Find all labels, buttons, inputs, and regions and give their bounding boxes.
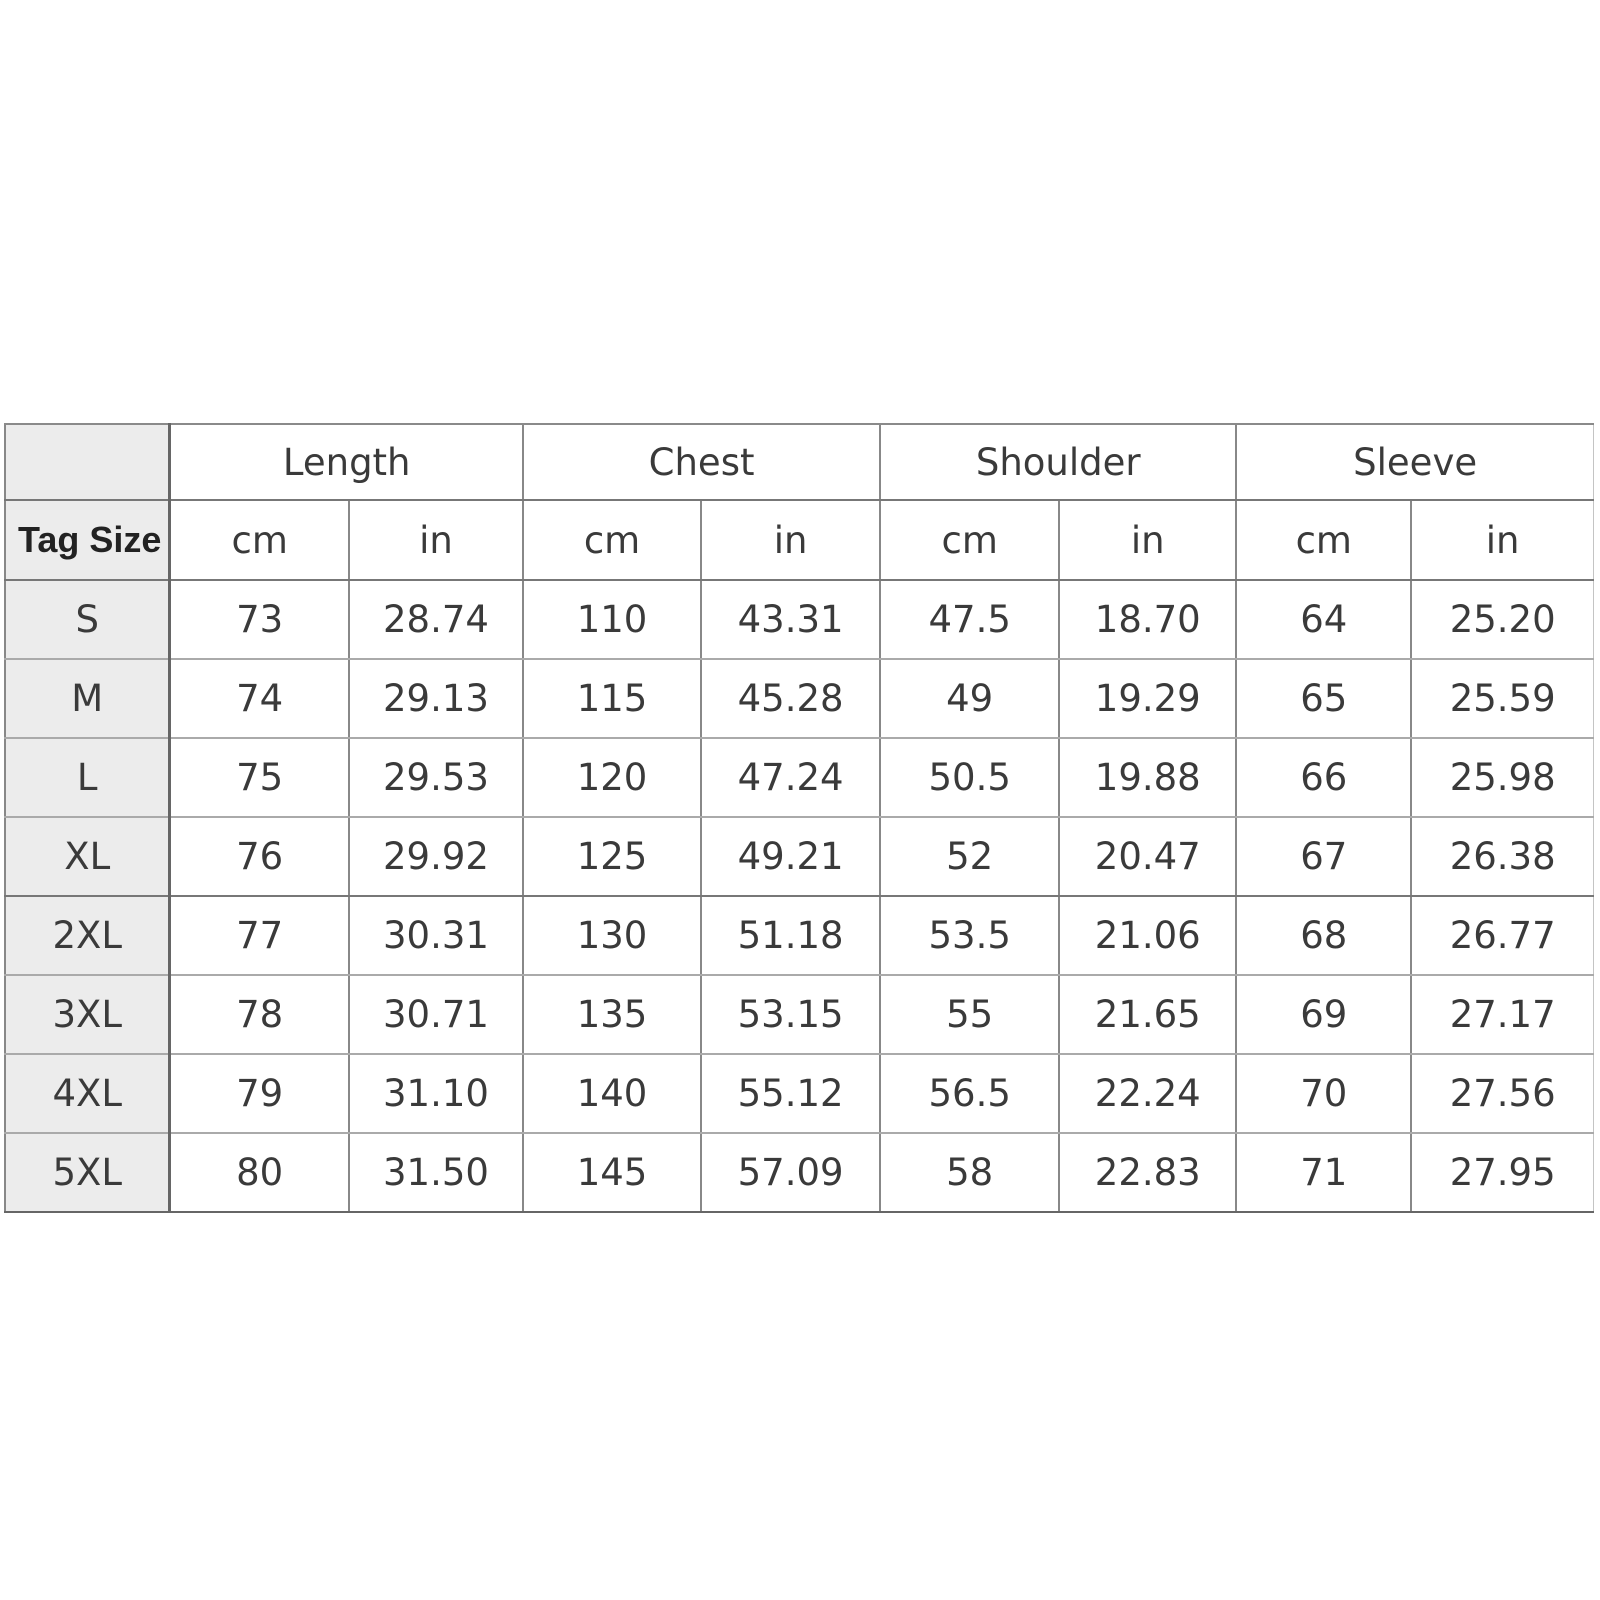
unit-header-cm: cm	[1235, 499, 1412, 581]
value-cell-chest-in: 49.21	[700, 816, 881, 897]
value-cell-sleeve-cm: 65	[1235, 658, 1412, 739]
value-cell-shoulder-in: 19.29	[1058, 658, 1237, 739]
value-cell-shoulder-cm: 53.5	[879, 895, 1060, 976]
value-cell-shoulder-in: 21.65	[1058, 974, 1237, 1055]
value-cell-sleeve-in: 25.98	[1410, 737, 1595, 818]
value-cell-chest-cm: 120	[521, 737, 702, 818]
unit-header-cm: cm	[521, 499, 702, 581]
value-cell-length-in: 30.31	[347, 895, 524, 976]
value-cell-chest-in: 45.28	[700, 658, 881, 739]
value-cell-chest-in: 51.18	[700, 895, 881, 976]
value-cell-sleeve-cm: 68	[1235, 895, 1412, 976]
value-cell-shoulder-cm: 50.5	[879, 737, 1060, 818]
value-cell-chest-in: 57.09	[700, 1132, 881, 1213]
value-cell-sleeve-cm: 69	[1235, 974, 1412, 1055]
value-cell-chest-cm: 135	[521, 974, 702, 1055]
table-row: XL 76 29.92 125 49.21 52 20.47 67 26.38	[4, 816, 1595, 897]
size-label: 2XL	[4, 895, 172, 976]
value-cell-length-in: 31.50	[347, 1132, 524, 1213]
unit-header-in: in	[1410, 499, 1595, 581]
value-cell-length-cm: 76	[168, 816, 350, 897]
value-cell-sleeve-in: 27.17	[1410, 974, 1595, 1055]
value-cell-shoulder-cm: 49	[879, 658, 1060, 739]
value-cell-length-cm: 73	[168, 579, 350, 660]
table-row: 3XL 78 30.71 135 53.15 55 21.65 69 27.17	[4, 974, 1595, 1055]
size-label: 4XL	[4, 1053, 172, 1134]
table-row: S 73 28.74 110 43.31 47.5 18.70 64 25.20	[4, 579, 1595, 660]
value-cell-sleeve-in: 27.56	[1410, 1053, 1595, 1134]
value-cell-length-cm: 77	[168, 895, 350, 976]
value-cell-sleeve-cm: 67	[1235, 816, 1412, 897]
value-cell-length-cm: 80	[168, 1132, 350, 1213]
value-cell-shoulder-cm: 58	[879, 1132, 1060, 1213]
table-row: 5XL 80 31.50 145 57.09 58 22.83 71 27.95	[4, 1132, 1595, 1213]
value-cell-shoulder-in: 22.24	[1058, 1053, 1237, 1134]
value-cell-sleeve-in: 25.59	[1410, 658, 1595, 739]
value-cell-length-cm: 74	[168, 658, 350, 739]
value-cell-chest-cm: 110	[521, 579, 702, 660]
value-cell-shoulder-in: 20.47	[1058, 816, 1237, 897]
size-label: 3XL	[4, 974, 172, 1055]
value-cell-length-cm: 75	[168, 737, 350, 818]
value-cell-chest-cm: 115	[521, 658, 702, 739]
value-cell-sleeve-cm: 71	[1235, 1132, 1412, 1213]
value-cell-shoulder-cm: 52	[879, 816, 1060, 897]
value-cell-shoulder-cm: 56.5	[879, 1053, 1060, 1134]
tag-size-header: Tag Size	[4, 499, 172, 581]
unit-header-cm: cm	[168, 499, 350, 581]
table-row: L 75 29.53 120 47.24 50.5 19.88 66 25.98	[4, 737, 1595, 818]
value-cell-sleeve-cm: 66	[1235, 737, 1412, 818]
group-header-length: Length	[168, 423, 524, 501]
value-cell-length-in: 28.74	[347, 579, 524, 660]
value-cell-length-cm: 78	[168, 974, 350, 1055]
value-cell-sleeve-in: 27.95	[1410, 1132, 1595, 1213]
value-cell-chest-in: 53.15	[700, 974, 881, 1055]
value-cell-sleeve-cm: 70	[1235, 1053, 1412, 1134]
unit-header-row: Tag Size cm in cm in cm in cm in	[4, 499, 1595, 581]
size-label: S	[4, 579, 172, 660]
value-cell-shoulder-in: 22.83	[1058, 1132, 1237, 1213]
size-label: M	[4, 658, 172, 739]
value-cell-shoulder-cm: 55	[879, 974, 1060, 1055]
unit-header-cm: cm	[879, 499, 1060, 581]
value-cell-sleeve-cm: 64	[1235, 579, 1412, 660]
value-cell-sleeve-in: 25.20	[1410, 579, 1595, 660]
value-cell-length-in: 29.13	[347, 658, 524, 739]
group-header-chest: Chest	[521, 423, 881, 501]
value-cell-chest-cm: 140	[521, 1053, 702, 1134]
value-cell-shoulder-in: 21.06	[1058, 895, 1237, 976]
value-cell-chest-in: 47.24	[700, 737, 881, 818]
corner-cell	[4, 423, 172, 501]
value-cell-length-in: 30.71	[347, 974, 524, 1055]
group-header-sleeve: Sleeve	[1235, 423, 1595, 501]
value-cell-sleeve-in: 26.77	[1410, 895, 1595, 976]
value-cell-shoulder-in: 18.70	[1058, 579, 1237, 660]
table-row: 4XL 79 31.10 140 55.12 56.5 22.24 70 27.56	[4, 1053, 1595, 1134]
value-cell-length-in: 29.53	[347, 737, 524, 818]
value-cell-length-in: 29.92	[347, 816, 524, 897]
unit-header-in: in	[1058, 499, 1237, 581]
table-row: M 74 29.13 115 45.28 49 19.29 65 25.59	[4, 658, 1595, 739]
value-cell-shoulder-in: 19.88	[1058, 737, 1237, 818]
value-cell-sleeve-in: 26.38	[1410, 816, 1595, 897]
value-cell-chest-cm: 145	[521, 1132, 702, 1213]
group-header-row: Length Chest Shoulder Sleeve	[4, 423, 1595, 501]
value-cell-length-in: 31.10	[347, 1053, 524, 1134]
value-cell-shoulder-cm: 47.5	[879, 579, 1060, 660]
value-cell-length-cm: 79	[168, 1053, 350, 1134]
value-cell-chest-in: 43.31	[700, 579, 881, 660]
unit-header-in: in	[700, 499, 881, 581]
size-label: L	[4, 737, 172, 818]
size-label: XL	[4, 816, 172, 897]
table-row: 2XL 77 30.31 130 51.18 53.5 21.06 68 26.77	[4, 895, 1595, 976]
unit-header-in: in	[347, 499, 524, 581]
size-chart-table: Length Chest Shoulder Sleeve Tag Size cm in cm i…	[4, 423, 1595, 1213]
value-cell-chest-in: 55.12	[700, 1053, 881, 1134]
value-cell-chest-cm: 125	[521, 816, 702, 897]
group-header-shoulder: Shoulder	[879, 423, 1237, 501]
size-label: 5XL	[4, 1132, 172, 1213]
value-cell-chest-cm: 130	[521, 895, 702, 976]
